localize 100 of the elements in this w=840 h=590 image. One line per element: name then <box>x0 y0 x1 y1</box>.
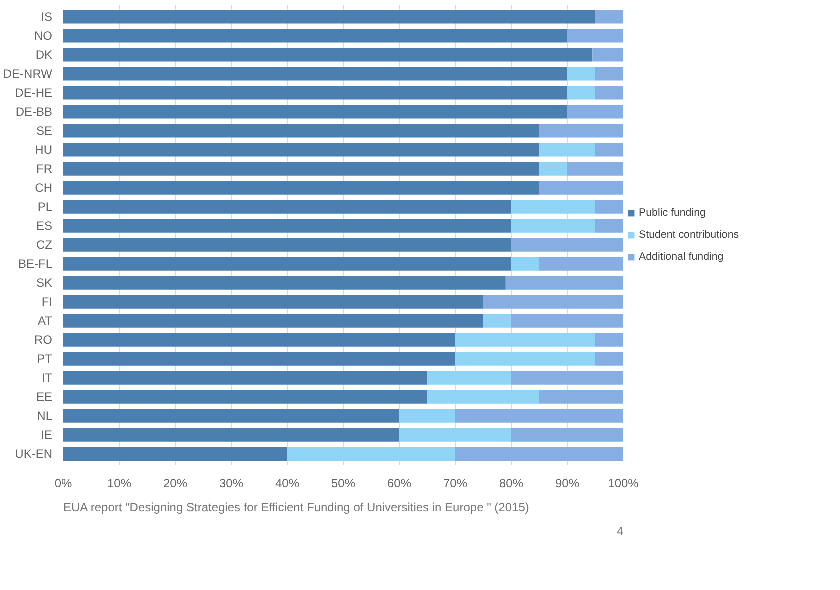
x-tick-label: 60% <box>387 476 412 490</box>
bar <box>512 219 596 233</box>
y-tick-label: DE-HE <box>15 86 53 100</box>
legend-label: Additional funding <box>639 251 724 263</box>
bar <box>64 371 428 385</box>
bar <box>568 67 596 81</box>
y-tick-label: IT <box>42 371 54 386</box>
x-tick-label: 20% <box>163 476 188 490</box>
y-tick-label: PT <box>37 352 54 366</box>
bar <box>596 67 624 81</box>
bar <box>64 48 593 62</box>
bar <box>540 162 568 176</box>
x-tick-label: 0% <box>54 476 72 490</box>
bar <box>592 48 624 62</box>
bar <box>456 447 624 461</box>
bar <box>64 124 540 138</box>
bar <box>456 352 596 366</box>
bar <box>596 86 624 100</box>
x-tick-label: 30% <box>219 476 244 490</box>
y-tick-label: BE-FL <box>18 257 53 272</box>
bar <box>540 257 624 271</box>
bar <box>506 276 624 290</box>
bar <box>596 200 624 214</box>
bar <box>64 10 596 24</box>
y-tick-label: SE <box>36 124 53 138</box>
y-tick-label: DE-BB <box>16 104 53 119</box>
bar <box>428 390 540 404</box>
bar <box>540 390 624 404</box>
y-tick-label: AT <box>38 314 54 328</box>
bar <box>64 333 456 347</box>
text: EUA report "Designing Strategies for Efficient Funding of Universities in Europe " (2015) <box>64 500 530 514</box>
x-tick-label: 70% <box>443 476 468 490</box>
y-tick-label: UK-EN <box>15 447 53 462</box>
bar <box>64 105 568 119</box>
y-tick-label: HU <box>35 142 53 157</box>
y-tick-label: CH <box>35 180 53 195</box>
legend-label: Public funding <box>639 207 706 219</box>
bar <box>512 238 624 252</box>
y-tick-label: DK <box>36 48 52 62</box>
y-tick-label: SK <box>36 276 53 290</box>
bar <box>64 447 288 461</box>
bar <box>400 428 512 442</box>
bar <box>400 409 456 423</box>
x-tick-label: 10% <box>107 476 132 490</box>
y-tick-label: NL <box>37 409 53 424</box>
bar <box>596 219 624 233</box>
bar <box>64 390 428 404</box>
text: 4 <box>616 524 624 538</box>
bar <box>512 200 596 214</box>
bar <box>64 162 540 176</box>
bar <box>512 371 624 385</box>
x-tick-label: 100% <box>608 476 640 490</box>
bar <box>512 428 624 442</box>
y-tick-label: ES <box>36 218 53 233</box>
x-tick-label: 90% <box>555 476 580 490</box>
bar <box>428 371 512 385</box>
bar <box>64 200 512 214</box>
bar <box>568 105 624 119</box>
bar <box>456 409 624 423</box>
legend-label: Student contributions <box>639 229 740 241</box>
bar <box>288 447 456 461</box>
bar <box>512 257 540 271</box>
bar <box>596 143 624 157</box>
y-tick-label: DE-NRW <box>3 66 54 81</box>
bar <box>64 352 456 366</box>
y-tick-label: FR <box>36 162 53 176</box>
bar <box>64 314 484 328</box>
y-tick-label: PL <box>38 200 53 214</box>
bar <box>596 333 624 347</box>
x-tick-label: 80% <box>499 476 524 490</box>
bar <box>596 10 624 24</box>
y-tick-label: IE <box>41 428 53 442</box>
bar <box>64 67 568 81</box>
bar <box>64 409 400 423</box>
bar <box>540 124 624 138</box>
bar <box>596 352 624 366</box>
bar <box>484 314 512 328</box>
bar <box>64 181 540 195</box>
bar <box>484 295 624 309</box>
bar <box>568 162 624 176</box>
bar <box>64 219 512 233</box>
bar <box>568 86 596 100</box>
bar <box>64 295 484 309</box>
y-tick-label: RO <box>34 333 52 348</box>
y-tick-label: EE <box>36 390 53 404</box>
bar <box>568 29 624 43</box>
y-tick-label: CZ <box>36 238 53 252</box>
bar <box>64 257 512 271</box>
y-tick-label: IS <box>41 10 53 24</box>
bar <box>540 143 596 157</box>
bar <box>64 276 506 290</box>
bar <box>456 333 596 347</box>
bar <box>64 29 568 43</box>
x-tick-label: 50% <box>331 476 356 490</box>
bar <box>512 314 624 328</box>
bar <box>64 428 400 442</box>
y-tick-label: NO <box>34 28 52 43</box>
bar <box>540 181 624 195</box>
bar <box>64 238 512 252</box>
x-tick-label: 40% <box>275 476 300 490</box>
